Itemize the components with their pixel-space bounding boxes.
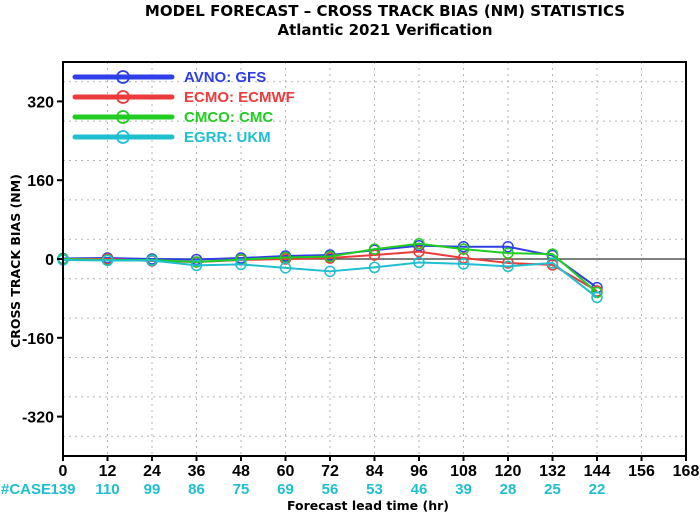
legend: AVNO: GFS ECMO: ECMWF CMCO: CMC EGRR: UKM [72,69,295,146]
data-point [457,243,470,255]
y-tick-label: -160 [22,331,54,348]
legend-label: AVNO: GFS [184,69,266,86]
series-layer [57,237,603,304]
y-tick-label: -320 [22,410,54,427]
legend-marker [116,70,130,84]
x-tick-label: 144 [584,463,611,480]
y-tick-label: 160 [27,173,54,190]
x-axis: 0 12 24 36 48 60 72 84 96 108 120 132 144 156 168 [59,456,700,480]
case-counts: 139 110 99 86 75 69 56 53 46 39 28 25 22 [50,481,605,498]
case-count: 28 [500,481,517,498]
data-point [324,250,336,263]
x-axis-label: Forecast lead time (hr) [287,498,449,513]
y-axis-label: CROSS TRACK BIAS (NM) [8,174,23,348]
data-point [190,256,203,268]
legend-label: CMCO: CMC [184,109,273,126]
data-point [413,256,425,269]
data-point [502,240,514,253]
x-tick-label: 108 [450,463,477,480]
y-axis: 320 160 0 -160 -320 [22,94,63,427]
y-tick-label: 320 [27,94,54,111]
x-tick-label: 12 [99,463,117,480]
legend-label: ECMO: ECMWF [184,89,295,106]
x-tick-label: 72 [321,463,339,480]
case-count: 86 [188,481,205,498]
case-count: 39 [455,481,472,498]
x-tick-label: 132 [539,463,566,480]
case-label: #CASE [1,481,51,498]
x-tick-label: 96 [410,463,428,480]
case-count: 22 [589,481,606,498]
data-point [546,257,559,269]
data-point [279,262,292,274]
x-tick-label: 120 [495,463,522,480]
legend-marker [116,110,130,124]
x-tick-label: 156 [628,463,655,480]
series-line [62,258,598,299]
x-tick-label: 84 [366,463,384,480]
case-count: 25 [544,481,561,498]
case-count: 46 [411,481,428,498]
data-point [502,260,514,273]
x-tick-label: 48 [232,463,250,480]
x-tick-label: 24 [143,463,161,480]
data-point [502,247,514,259]
grid [63,62,686,456]
legend-label: EGRR: UKM [184,129,271,146]
data-point [591,291,603,304]
case-count: 110 [95,481,119,498]
data-point [146,254,158,267]
x-tick-label: 36 [188,463,206,480]
case-count: 53 [366,481,383,498]
data-point [324,265,336,278]
data-point [413,237,425,250]
x-tick-label: 168 [673,463,700,480]
data-point [546,248,559,260]
data-point [235,258,247,271]
y-tick-label: 0 [45,252,54,269]
data-point [368,261,381,274]
data-point [368,243,381,255]
case-count: 75 [233,481,250,498]
x-tick-label: 60 [277,463,295,480]
chart-subtitle: Atlantic 2021 Verification [277,21,492,39]
data-point [190,259,203,272]
data-point [413,245,425,258]
data-point [101,254,114,267]
x-tick-label: 0 [59,463,68,480]
legend-marker [116,90,130,104]
case-count: 139 [50,481,75,498]
data-point [457,258,470,270]
chart-title: MODEL FORECAST – CROSS TRACK BIAS (NM) S… [145,2,625,20]
case-count: 69 [277,481,294,498]
case-count: 56 [322,481,339,498]
case-count: 99 [144,481,161,498]
legend-marker [116,130,130,144]
